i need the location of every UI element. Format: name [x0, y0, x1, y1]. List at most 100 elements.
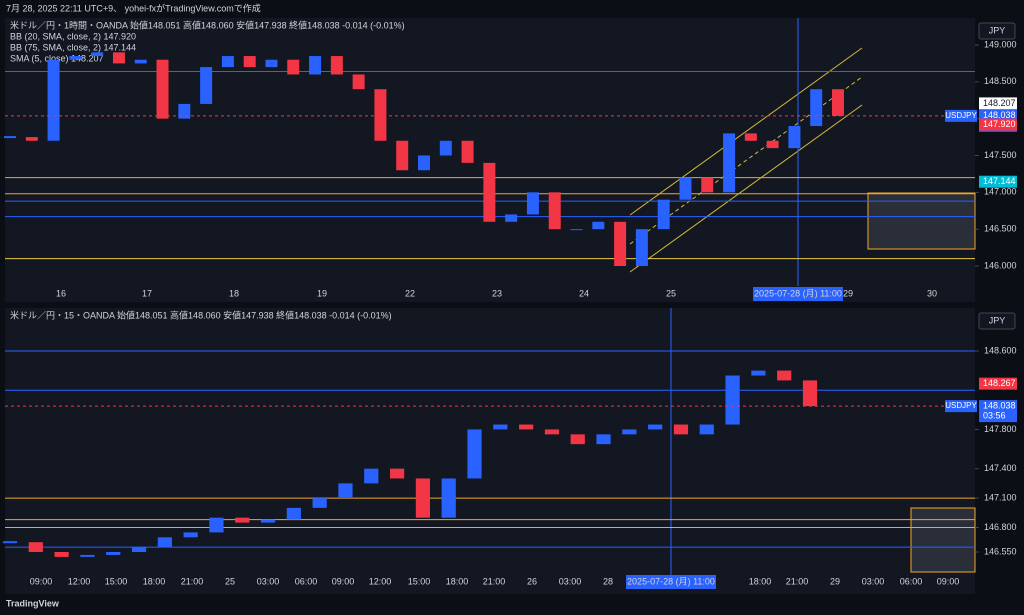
- currency-button: [978, 312, 1016, 330]
- price-tick-label: 147.500: [984, 150, 1017, 160]
- time-label: 18: [229, 288, 239, 298]
- price-tick-label: 147.100: [984, 492, 1017, 502]
- currency-button: [978, 22, 1016, 40]
- currency: JPY: [989, 25, 1006, 35]
- time-label: 15:00: [408, 576, 431, 586]
- price-badge: [979, 400, 1017, 423]
- crosshair-bubble: [626, 575, 716, 589]
- candle: [312, 498, 327, 508]
- time-label: 26: [527, 576, 537, 586]
- legend: SMA (5, close) 148.207: [10, 53, 104, 63]
- price-tick-label: 147.400: [984, 463, 1017, 473]
- candle: [54, 552, 69, 557]
- candle: [788, 126, 801, 149]
- candle: [112, 52, 125, 64]
- price-badge-label: 147.144: [983, 176, 1016, 186]
- legend: BB (20, SMA, close, 2) 147.920: [10, 31, 136, 41]
- zone-box: [867, 192, 976, 250]
- candle: [439, 140, 452, 156]
- channel-mid: [629, 76, 863, 245]
- candle: [178, 103, 191, 119]
- zone-box: [910, 507, 976, 573]
- price-tick-label: 146.000: [984, 260, 1017, 270]
- candle: [725, 375, 740, 425]
- price-tick-label: 146.800: [984, 522, 1017, 532]
- time-label: 18:00: [143, 576, 166, 586]
- candle: [200, 67, 213, 104]
- time-label: 18:00: [446, 576, 469, 586]
- time-label: 03:00: [862, 576, 885, 586]
- time-label: 21:00: [483, 576, 506, 586]
- candle: [544, 429, 560, 435]
- price-badge: [979, 97, 1017, 110]
- candle: [441, 478, 456, 518]
- candle: [519, 424, 534, 430]
- candle: [396, 140, 409, 171]
- candle: [183, 532, 198, 538]
- candle: [679, 177, 692, 200]
- candle: [802, 380, 818, 407]
- candle: [69, 56, 82, 60]
- candle: [657, 199, 670, 230]
- time-label: 17: [142, 288, 152, 298]
- time-label: 12:00: [369, 576, 392, 586]
- price-tick-label: 147.800: [984, 424, 1017, 434]
- crosshair-label: 2025-07-28 (月) 11:00: [627, 576, 715, 586]
- legend: 米ドル／円・15・OANDA 始値148.051 高値148.060 安値147…: [10, 309, 392, 320]
- time-label: 06:00: [295, 576, 318, 586]
- candle: [673, 424, 689, 435]
- candle: [352, 74, 365, 90]
- time-label: 25: [225, 576, 235, 586]
- time-label: 23: [492, 288, 502, 298]
- price-tick-label: 149.000: [984, 39, 1017, 49]
- price-tick-label: 147.000: [984, 187, 1017, 197]
- time-label: 29: [843, 288, 853, 298]
- time-label: 21:00: [181, 576, 204, 586]
- candle: [570, 229, 583, 231]
- price-badge-label: 148.207: [983, 98, 1016, 108]
- price-badge: [979, 377, 1017, 390]
- header: 7月 28, 2025 22:11 UTC+9、 yohei-fxがTradin…: [6, 2, 261, 13]
- symbol-badge: [945, 400, 977, 413]
- currency: JPY: [989, 315, 1006, 325]
- time-label: 30: [927, 288, 937, 298]
- time-label: 29: [830, 576, 840, 586]
- candle: [260, 519, 276, 523]
- time-label: 18:00: [749, 576, 772, 586]
- candle: [614, 221, 627, 266]
- candle: [309, 56, 322, 75]
- candle: [701, 177, 714, 193]
- candle: [648, 424, 663, 430]
- price-badge-label: 148.267: [983, 378, 1016, 388]
- candle: [28, 542, 43, 552]
- candle: [570, 434, 585, 445]
- candle: [330, 56, 343, 75]
- price-badge: [979, 175, 1017, 188]
- channel-bottom: [629, 104, 863, 273]
- candle: [156, 59, 169, 119]
- candle: [235, 517, 250, 523]
- candle: [374, 89, 387, 141]
- candle: [483, 162, 496, 222]
- candle: [287, 59, 300, 75]
- time-label: 21:00: [786, 576, 809, 586]
- panel-1: [5, 18, 975, 302]
- time-label: 28: [603, 576, 613, 586]
- candle: [134, 59, 147, 64]
- candle: [131, 547, 147, 552]
- time-label: 16: [56, 288, 66, 298]
- candle: [596, 434, 611, 445]
- channel-top: [629, 47, 863, 216]
- candle: [832, 89, 844, 116]
- candle: [418, 155, 430, 171]
- candle: [80, 554, 95, 557]
- candle: [699, 424, 714, 435]
- legend: 米ドル／円・1時間・OANDA 始値148.051 高値148.060 安値14…: [10, 19, 405, 30]
- price-tick-label: 148.500: [984, 76, 1017, 86]
- candle: [415, 478, 430, 518]
- time-label: 09:00: [332, 576, 355, 586]
- candle: [157, 537, 172, 548]
- candle: [286, 507, 301, 520]
- price-tick-label: 146.500: [984, 224, 1017, 234]
